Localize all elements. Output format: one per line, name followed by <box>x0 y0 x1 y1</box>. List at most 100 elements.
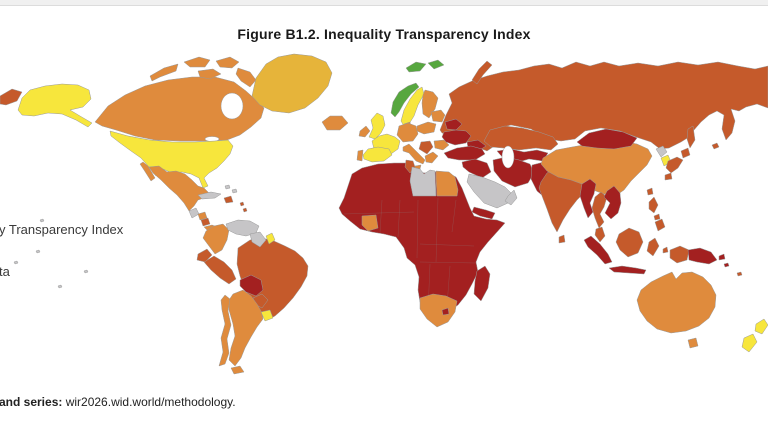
region-new-britain <box>718 253 726 261</box>
region-guyanas <box>249 231 267 248</box>
region-norway <box>390 82 420 118</box>
figure-title: Figure B1.2. Inequality Transparency Ind… <box>237 26 531 42</box>
region-iceland <box>321 115 349 131</box>
region-usa <box>109 130 234 189</box>
region-ireland <box>358 125 371 138</box>
region-thailand <box>591 191 608 229</box>
region-honduras <box>197 211 208 221</box>
region-spain <box>362 146 393 163</box>
region-new-zealand-north <box>754 318 768 335</box>
region-arctic-islands <box>197 68 222 80</box>
region-pacific-islet <box>13 260 19 265</box>
africa-internal-borders <box>343 197 477 313</box>
region-papua-new-guinea <box>687 247 718 265</box>
region-taiwan <box>646 187 654 196</box>
region-uruguay <box>260 309 274 322</box>
region-bahamas <box>231 188 238 194</box>
region-central-europe <box>396 122 419 143</box>
region-philippines-luzon <box>648 196 659 214</box>
region-french-guiana <box>265 232 276 245</box>
source-note: and series: wir2026.wid.world/methodolog… <box>0 395 236 410</box>
region-sri-lanka <box>558 234 566 244</box>
region-kuril-islands <box>711 142 720 150</box>
region-moluccas <box>662 246 669 254</box>
region-cuba <box>197 191 222 200</box>
region-greenland <box>251 53 333 114</box>
region-ukraine <box>441 129 472 146</box>
region-arctic-islands <box>235 67 257 88</box>
region-pacific-islet <box>35 249 41 254</box>
region-nicaragua <box>200 217 211 227</box>
region-finland <box>421 89 439 119</box>
region-west-papua <box>669 245 690 264</box>
region-arctic-islands <box>149 63 179 82</box>
source-note-bold: and series: <box>0 395 63 409</box>
region-arctic-islands <box>215 56 240 69</box>
region-syria-iraq <box>461 158 492 179</box>
region-mongolia <box>576 128 638 150</box>
legend-title-fragment: y Transparency Index <box>0 222 124 237</box>
region-oman <box>504 189 518 206</box>
region-belarus <box>444 118 463 131</box>
region-colombia <box>202 223 230 255</box>
region-pacific-islet <box>83 269 89 274</box>
region-myanmar <box>579 178 597 219</box>
region-united-kingdom <box>368 112 386 140</box>
region-hispaniola <box>223 195 234 204</box>
region-alaska <box>17 83 93 128</box>
region-japan-hokkaido <box>680 147 691 159</box>
region-madagascar <box>473 265 491 302</box>
window-top-strip <box>0 0 768 6</box>
region-kazakhstan <box>483 125 559 151</box>
region-turkey <box>443 145 486 161</box>
region-pacific-islet <box>39 218 45 223</box>
caspian-sea <box>501 145 515 169</box>
region-lesotho <box>441 307 450 316</box>
region-libya <box>409 166 437 197</box>
region-chile <box>218 294 232 367</box>
region-solomon-islands <box>723 262 730 268</box>
region-tasmania <box>687 337 699 349</box>
region-novaya-zemlya <box>471 60 493 85</box>
region-north-korea <box>655 145 668 158</box>
region-svalbard <box>427 59 445 70</box>
region-argentina <box>228 289 264 367</box>
region-lesser-antilles <box>242 207 248 213</box>
region-bolivia <box>239 274 264 297</box>
region-peru <box>203 255 237 285</box>
region-philippines-mindanao <box>654 218 666 232</box>
region-sakhalin <box>686 125 696 149</box>
region-arctic-islands <box>183 56 211 68</box>
region-romania <box>433 139 450 151</box>
region-australia <box>636 271 717 334</box>
region-chukotka-west <box>0 88 23 106</box>
hudson-bay <box>220 92 244 120</box>
region-malay-peninsula <box>594 226 606 243</box>
region-borneo <box>615 227 644 258</box>
region-new-zealand-south <box>741 333 758 353</box>
region-russia <box>439 61 768 152</box>
region-cote-divoire <box>361 214 379 232</box>
region-svalbard <box>405 61 427 73</box>
region-philippines-visayas <box>653 213 661 221</box>
region-italy <box>402 143 426 165</box>
region-poland <box>416 121 437 135</box>
region-sumatra <box>583 235 613 265</box>
region-baltic-states <box>430 109 446 123</box>
region-tierra-del-fuego <box>230 365 245 375</box>
region-south-africa <box>419 293 458 328</box>
region-portugal <box>356 149 364 162</box>
region-egypt <box>435 170 459 197</box>
region-indochina <box>603 185 622 220</box>
region-balkans <box>418 140 434 155</box>
region-japan-honshu <box>665 156 684 174</box>
region-bahamas <box>224 184 231 190</box>
region-baja-california <box>139 161 156 182</box>
region-sulawesi <box>646 237 660 257</box>
region-ecuador <box>196 248 213 263</box>
region-lesser-antilles <box>239 201 245 207</box>
region-vanuatu <box>736 271 743 277</box>
source-note-url: wir2026.wid.world/methodology. <box>62 395 236 409</box>
region-canada <box>94 76 265 142</box>
